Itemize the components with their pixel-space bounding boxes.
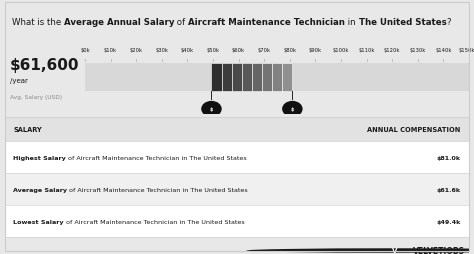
Circle shape	[246, 248, 474, 253]
Text: The United States: The United States	[359, 18, 447, 27]
Bar	[85, 64, 469, 91]
Text: in: in	[345, 18, 359, 27]
Text: $50k: $50k	[207, 48, 219, 53]
Text: $90k: $90k	[309, 48, 322, 53]
Bar	[232, 64, 242, 91]
Text: $140k: $140k	[435, 48, 452, 53]
Text: $61.6k: $61.6k	[437, 187, 461, 192]
Text: $81.0k: $81.0k	[437, 155, 461, 160]
Text: of Aircraft Maintenance Technician in The United States: of Aircraft Maintenance Technician in Th…	[67, 187, 248, 192]
Bar	[282, 64, 292, 91]
Text: $40k: $40k	[181, 48, 194, 53]
Text: VELVETJOBS: VELVETJOBS	[413, 246, 465, 254]
Bar	[262, 64, 272, 91]
Text: $0k: $0k	[80, 48, 90, 53]
Text: $80k: $80k	[283, 48, 296, 53]
Text: SALARY: SALARY	[13, 126, 42, 133]
Text: $100k: $100k	[333, 48, 349, 53]
Text: $70k: $70k	[258, 48, 271, 53]
Text: $60k: $60k	[232, 48, 245, 53]
Bar	[221, 64, 232, 91]
Text: Average Annual Salary: Average Annual Salary	[64, 18, 174, 27]
Bar	[272, 64, 282, 91]
Ellipse shape	[201, 101, 222, 117]
Bar	[252, 64, 262, 91]
Text: of Aircraft Maintenance Technician in The United States: of Aircraft Maintenance Technician in Th…	[64, 219, 245, 224]
Text: $: $	[291, 107, 294, 112]
Text: Lowest Salary: Lowest Salary	[13, 219, 64, 224]
Text: $110k: $110k	[358, 48, 375, 53]
Text: $30k: $30k	[155, 48, 168, 53]
Text: /year: /year	[10, 78, 28, 84]
Text: $: $	[210, 107, 213, 112]
Text: Aircraft Maintenance Technician: Aircraft Maintenance Technician	[188, 18, 345, 27]
Bar	[5, 173, 469, 205]
Text: $20k: $20k	[129, 48, 143, 53]
Text: ANNUAL COMPENSATION: ANNUAL COMPENSATION	[367, 126, 461, 133]
Bar	[5, 118, 469, 141]
Text: $61,600: $61,600	[10, 58, 80, 73]
Text: Highest Salary: Highest Salary	[13, 155, 66, 160]
Text: $150k+: $150k+	[458, 48, 474, 53]
Text: $10k: $10k	[104, 48, 117, 53]
Text: What is the: What is the	[12, 18, 64, 27]
Text: ?: ?	[447, 18, 451, 27]
Text: Avg. Salary (USD): Avg. Salary (USD)	[10, 94, 62, 99]
Text: Average Salary: Average Salary	[13, 187, 67, 192]
Bar	[5, 141, 469, 173]
Text: $49.4k: $49.4k	[436, 219, 461, 224]
Ellipse shape	[282, 101, 302, 117]
Text: $130k: $130k	[410, 48, 426, 53]
Bar	[211, 64, 221, 91]
Text: $120k: $120k	[384, 48, 401, 53]
Text: V: V	[392, 248, 397, 253]
Bar	[5, 205, 469, 237]
Text: of: of	[174, 18, 188, 27]
Bar	[242, 64, 252, 91]
Text: of Aircraft Maintenance Technician in The United States: of Aircraft Maintenance Technician in Th…	[66, 155, 247, 160]
